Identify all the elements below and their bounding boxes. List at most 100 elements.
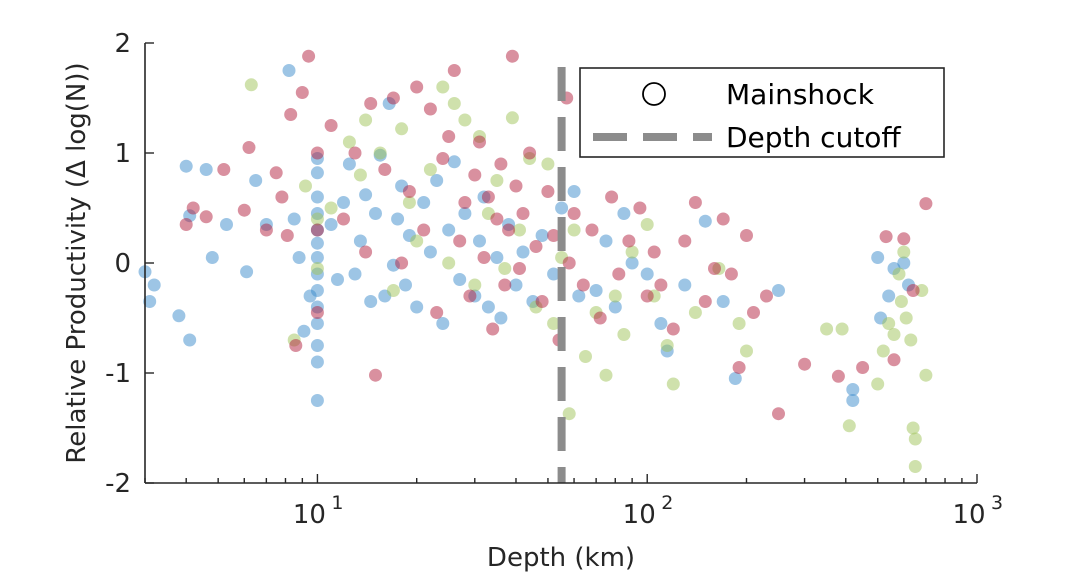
data-point-red-3 [217,163,231,176]
data-point-blue-29 [310,190,324,204]
data-point-red-79 [760,289,773,303]
data-point-blue-32 [324,218,338,231]
data-point-green-48 [835,322,849,336]
data-point-green-10 [386,284,400,297]
data-point-red-53 [541,185,555,198]
data-point-red-39 [477,251,491,264]
data-point-red-46 [505,49,519,63]
data-point-green-56 [897,245,911,259]
data-point-blue-52 [430,174,444,187]
data-point-blue-4 [179,159,193,173]
data-point-red-40 [481,190,495,204]
data-point-blue-8 [205,251,219,264]
data-point-blue-71 [567,185,581,198]
data-point-green-9 [373,146,387,160]
data-point-green-32 [567,223,581,237]
data-point-red-18 [337,212,350,226]
data-point-green-22 [490,174,504,187]
data-point-red-19 [348,146,362,160]
data-point-green-36 [608,289,622,303]
data-point-red-41 [486,322,500,336]
data-point-red-73 [708,262,721,275]
data-point-red-65 [633,201,647,215]
data-point-green-25 [513,223,526,237]
data-point-red-38 [473,135,486,149]
data-point-red-32 [442,130,456,143]
data-point-green-59 [906,421,920,435]
data-point-blue-61 [481,300,495,314]
data-point-green-13 [410,234,424,248]
data-point-blue-30 [310,166,324,180]
data-point-blue-85 [772,284,785,297]
data-point-blue-69 [547,267,561,281]
data-point-green-51 [876,344,890,358]
data-point-red-75 [724,267,738,281]
data-point-green-33 [579,350,592,363]
data-point-blue-68 [535,229,549,242]
data-point-red-35 [458,196,472,209]
data-point-blue-82 [698,214,712,228]
data-point-blue-72 [572,289,586,303]
x-tick-label-exponent: 2 [661,492,673,514]
data-point-red-68 [654,278,668,292]
legend-box [579,67,945,158]
data-point-green-5 [324,201,338,215]
data-point-red-49 [516,207,530,220]
data-point-red-69 [666,322,680,336]
data-point-blue-40 [369,207,382,220]
data-point-blue-76 [617,207,631,220]
x-tick-label-exponent: 3 [991,492,1003,514]
data-point-blue-5 [183,333,197,347]
data-point-red-51 [529,240,543,253]
data-point-green-15 [436,80,450,94]
data-point-green-53 [887,328,901,341]
data-point-red-54 [547,229,561,242]
data-point-red-86 [897,232,911,246]
data-point-green-12 [402,196,416,209]
data-point-red-24 [386,91,400,105]
data-point-red-13 [302,49,316,63]
data-point-red-26 [402,185,416,198]
data-point-blue-73 [589,284,603,297]
data-point-green-57 [899,311,913,325]
data-point-red-36 [463,289,477,303]
data-point-blue-11 [249,174,263,187]
data-point-blue-84 [728,372,742,385]
data-point-red-10 [284,108,298,121]
data-point-red-14 [310,146,324,160]
data-point-red-8 [275,190,289,204]
data-point-green-35 [599,368,613,382]
data-point-green-29 [547,317,561,330]
data-point-red-45 [502,223,516,237]
data-point-blue-35 [342,157,356,171]
data-point-red-57 [562,256,576,270]
data-point-green-4 [310,262,324,275]
data-point-blue-63 [494,311,508,325]
data-point-blue-33 [331,273,344,286]
data-point-red-43 [494,157,508,171]
data-point-blue-92 [897,256,911,270]
data-point-blue-14 [287,212,301,226]
data-point-green-49 [842,419,856,433]
data-point-red-16 [310,306,324,319]
x-tick-label-exponent: 1 [331,492,343,514]
data-point-red-87 [906,284,920,297]
data-point-red-81 [798,357,812,371]
data-point-blue-47 [399,278,412,292]
data-point-red-11 [289,339,303,352]
data-point-red-33 [447,64,461,77]
data-point-red-34 [453,234,467,248]
data-point-green-43 [688,306,702,319]
data-point-red-61 [593,311,607,325]
data-point-green-2 [299,179,312,193]
data-point-blue-66 [516,245,530,259]
data-point-blue-49 [410,300,424,314]
data-point-red-23 [378,163,392,176]
data-point-blue-1 [143,295,157,308]
data-point-green-52 [882,317,896,330]
data-point-red-59 [576,278,590,292]
data-point-blue-10 [240,265,254,279]
data-point-blue-55 [447,155,461,169]
x-tick-label-base: 10 [623,500,656,530]
